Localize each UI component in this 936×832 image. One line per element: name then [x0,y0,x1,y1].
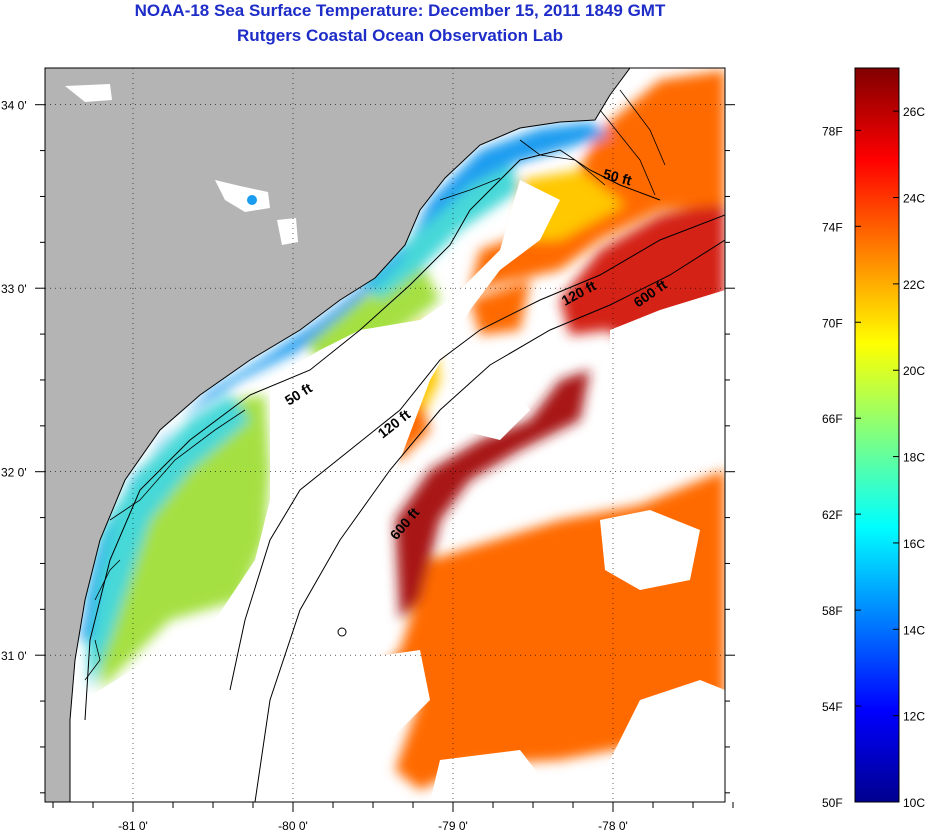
shelf-outer-north [300,260,440,360]
map-title: NOAA-18 Sea Surface Temperature: Decembe… [134,1,666,20]
celsius-label: 12C [903,710,925,724]
land-mass [45,68,630,802]
isobath-600ft [254,239,725,802]
cloud-east [600,290,725,470]
coastline [69,68,631,802]
lon-tick-label: -78 0' [598,819,628,832]
celsius-label: 20C [903,364,925,378]
lon-tick-label: -80 0' [278,819,308,832]
colorbar [854,67,900,803]
shelf-outer-south [100,395,270,690]
cloud-shelf-central [200,180,560,690]
contour-label: 50 ft [602,165,634,188]
cloud-south-center [340,650,430,740]
cloud-mid-island [450,370,530,440]
lat-tick-label: 31 0' [1,649,27,663]
offshore-mid-patch [470,280,530,335]
map-frame [44,67,726,803]
inland-water-1 [65,84,112,102]
celsius-label: 16C [903,537,925,551]
isobath-closed-contour [337,627,347,637]
celsius-label: 10C [903,796,925,810]
lon-tick-label: -79 0' [438,819,468,832]
inland-water-2 [215,180,270,212]
celsius-label: 26C [903,105,925,119]
fahrenheit-label: 74F [822,220,843,234]
lat-tick-label: 33 0' [1,282,27,296]
celsius-label: 24C [903,192,925,206]
graticule [45,68,725,802]
lat-tick-label: 34 0' [1,99,27,113]
isobath-120ft [229,214,725,691]
cloud-bottom-center [430,750,560,802]
isobath-50ft [84,149,661,721]
fahrenheit-label: 58F [822,604,843,618]
fahrenheit-label: 78F [822,124,843,138]
fahrenheit-label: 62F [822,508,843,522]
cloud-patches [45,180,725,802]
fahrenheit-label: 70F [822,316,843,330]
fahrenheit-label: 50F [822,796,843,810]
cloud-south-west [45,640,250,802]
cloud-south-east-2 [600,680,725,802]
coastline-sounds [84,89,666,681]
fahrenheit-label: 66F [822,412,843,426]
celsius-label: 22C [903,278,925,292]
celsius-label: 14C [903,623,925,637]
lat-tick-label: 32 0' [1,466,27,480]
inland-lake-blue [247,195,257,205]
shelf-mid-north [360,160,520,300]
fahrenheit-label: 54F [822,700,843,714]
lon-tick-label: -81 0' [118,819,148,832]
map-subtitle: Rutgers Coastal Ocean Observation Lab [237,26,563,45]
map-ticks: -81 0' -80 0' -79 0' -78 0' 34 0' 33 0' 32 0' 3… [1,99,735,832]
cloud-south-east-1 [600,510,700,590]
gulf-stream-core [395,370,590,620]
colorbar-ticks: 26C 24C 22C 20C 18C 16C 14C 12C 10C 78F 74F 70F 66F 6… [822,105,925,810]
celsius-label: 18C [903,451,925,465]
